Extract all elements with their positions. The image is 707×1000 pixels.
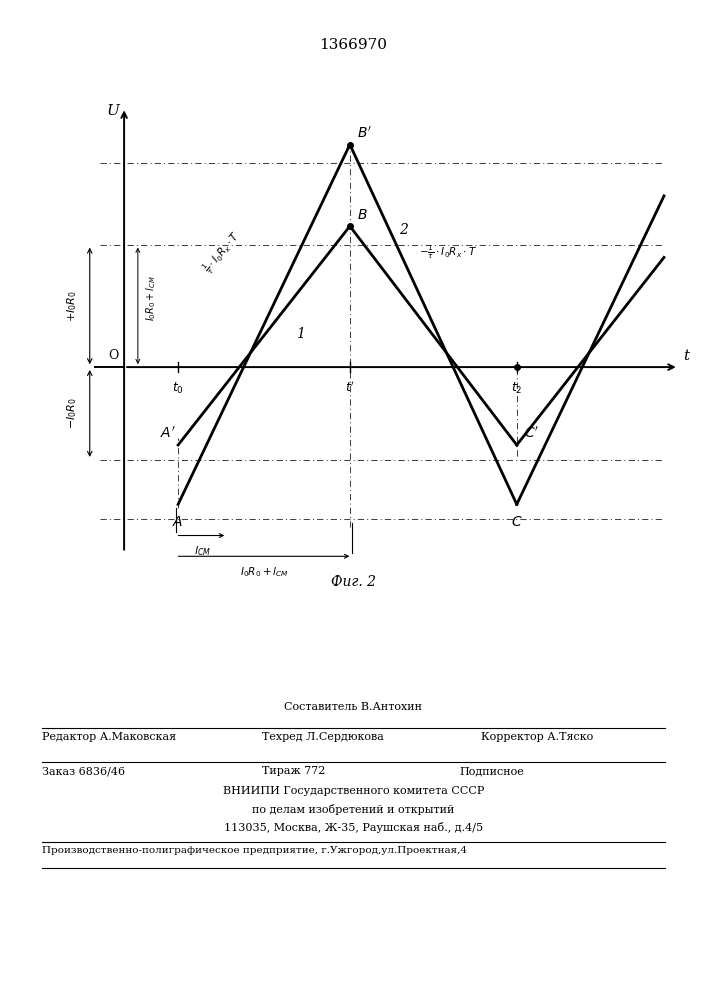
- Text: по делам изобретений и открытий: по делам изобретений и открытий: [252, 804, 455, 815]
- Text: $t'$: $t'$: [345, 380, 355, 395]
- Text: $l_{CM}$: $l_{CM}$: [194, 544, 211, 558]
- Text: Составитель В.Антохин: Составитель В.Антохин: [284, 702, 423, 712]
- Text: 1: 1: [296, 327, 305, 341]
- Text: U: U: [106, 104, 119, 118]
- Text: Техред Л.Сердюкова: Техред Л.Сердюкова: [262, 732, 383, 742]
- Text: t: t: [684, 349, 690, 363]
- Text: $+I_0R_0$: $+I_0R_0$: [66, 290, 79, 322]
- Text: $B'$: $B'$: [357, 126, 373, 141]
- Text: ВНИИПИ Государственного комитета СССР: ВНИИПИ Государственного комитета СССР: [223, 786, 484, 796]
- Text: $C$: $C$: [511, 515, 522, 529]
- Text: $I_0R_0+l_{CM}$: $I_0R_0+l_{CM}$: [240, 565, 288, 579]
- Text: $B$: $B$: [357, 208, 368, 222]
- Text: $-\frac{1}{\tau}\cdot I_0R_x\cdot T$: $-\frac{1}{\tau}\cdot I_0R_x\cdot T$: [419, 244, 477, 261]
- Text: $A$: $A$: [173, 515, 184, 529]
- Text: Производственно-полиграфическое предприятие, г.Ужгород,ул.Проектная,4: Производственно-полиграфическое предприя…: [42, 846, 467, 855]
- Text: $-I_0R_0$: $-I_0R_0$: [66, 397, 79, 429]
- Text: Подписное: Подписное: [460, 766, 525, 776]
- Text: Редактор А.Маковская: Редактор А.Маковская: [42, 732, 177, 742]
- Text: $C'$: $C'$: [524, 426, 539, 441]
- Text: Фиг. 2: Фиг. 2: [331, 575, 376, 589]
- Text: $\frac{1}{\tau}\cdot I_0R_x\cdot T$: $\frac{1}{\tau}\cdot I_0R_x\cdot T$: [200, 228, 245, 277]
- Text: $t_2$: $t_2$: [511, 380, 522, 396]
- Text: Корректор А.Тяско: Корректор А.Тяско: [481, 732, 593, 742]
- Text: $A'$: $A'$: [160, 426, 175, 441]
- Text: 113035, Москва, Ж-35, Раушская наб., д.4/5: 113035, Москва, Ж-35, Раушская наб., д.4…: [224, 822, 483, 833]
- Text: Заказ 6836/46: Заказ 6836/46: [42, 766, 126, 776]
- Text: $I_0R_0+l_{CM}$: $I_0R_0+l_{CM}$: [144, 275, 158, 321]
- Text: $t_0$: $t_0$: [172, 380, 184, 396]
- Text: 2: 2: [399, 223, 409, 237]
- Text: Тираж 772: Тираж 772: [262, 766, 325, 776]
- Text: O: O: [108, 349, 118, 362]
- Text: 1366970: 1366970: [320, 38, 387, 52]
